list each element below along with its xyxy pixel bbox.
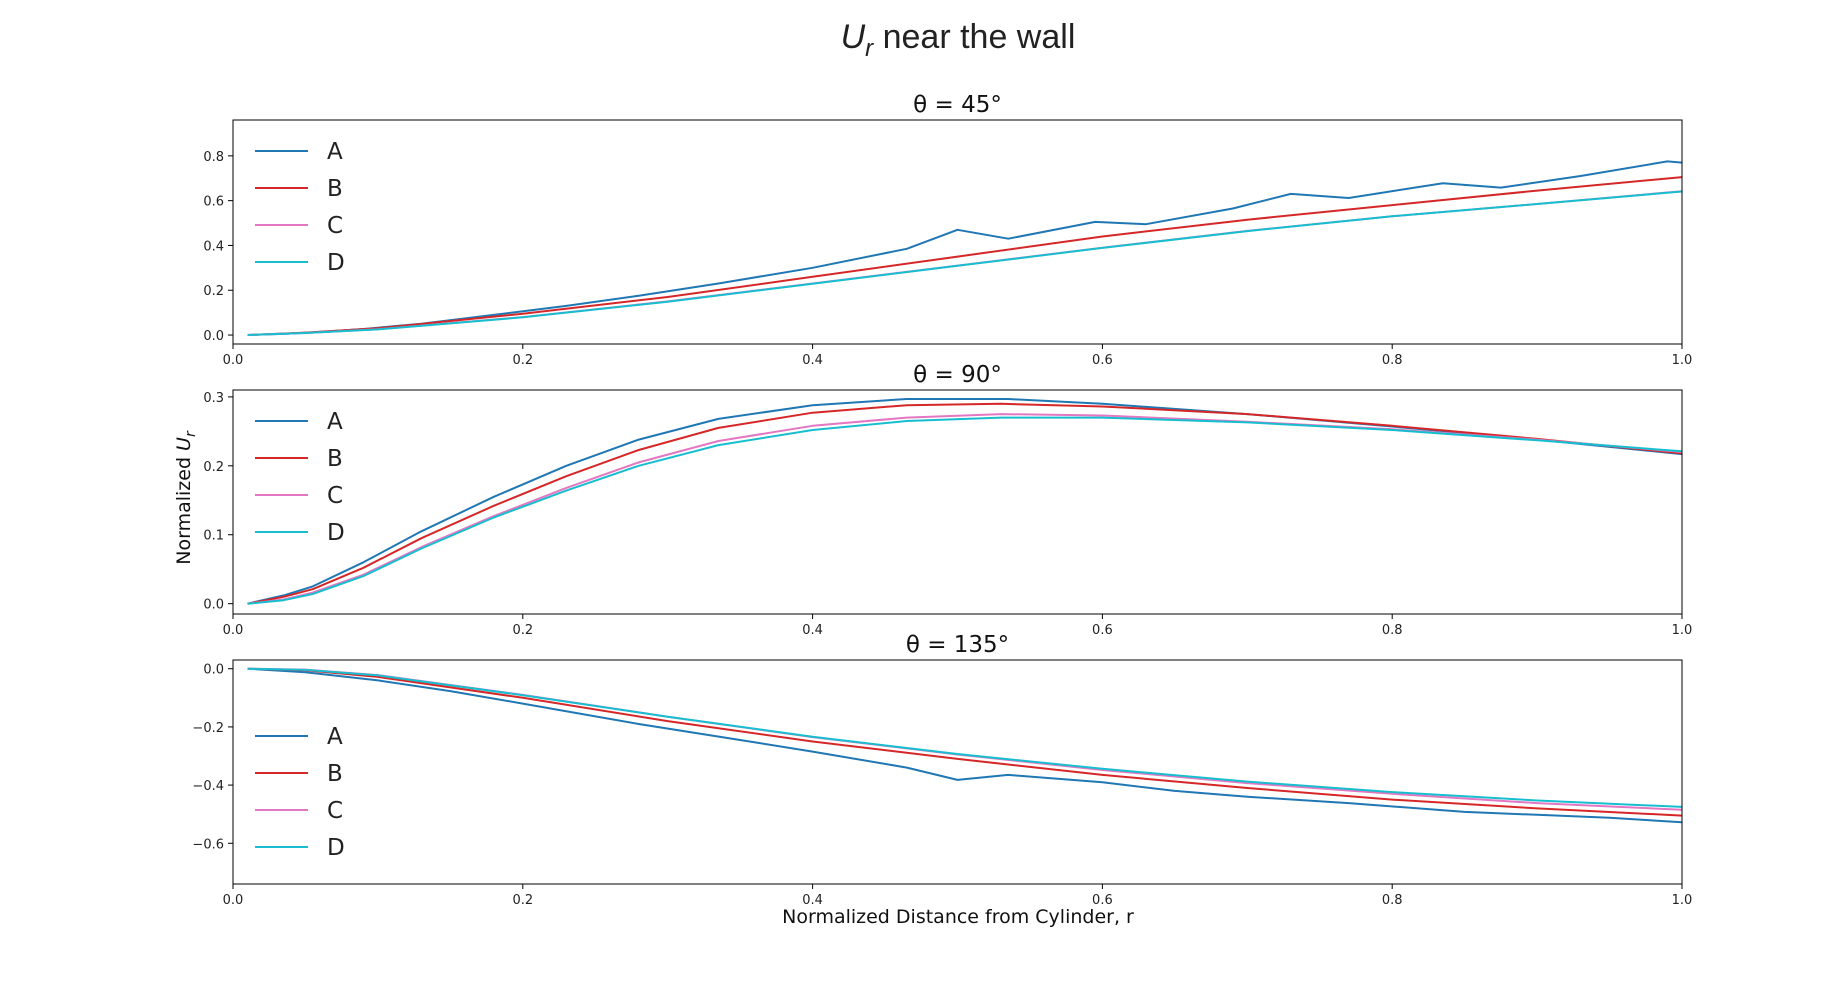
y-tick-label: −0.2 xyxy=(192,721,224,736)
legend-label-b: B xyxy=(327,446,343,472)
y-tick-label: 0.2 xyxy=(203,284,224,299)
y-axis-label-subscript: r xyxy=(183,430,199,437)
x-tick-label: 0.4 xyxy=(802,893,823,908)
x-tick-label: 0.6 xyxy=(1092,353,1113,368)
y-axis-label-text: Normalized xyxy=(173,451,195,565)
legend-label-c: C xyxy=(327,483,343,509)
y-tick-label: 0.0 xyxy=(203,329,224,344)
y-tick-label: 0.2 xyxy=(203,460,224,475)
x-tick-label: 0.2 xyxy=(512,353,533,368)
y-axis-label: Normalized Ur xyxy=(173,430,199,565)
x-tick-label: 1.0 xyxy=(1672,893,1693,908)
x-tick-label: 0.2 xyxy=(512,893,533,908)
panel-3-series-d xyxy=(247,667,1683,808)
panel-2-axes-frame xyxy=(232,389,1683,615)
x-tick-label: 0.4 xyxy=(802,353,823,368)
panel-1-series-d xyxy=(247,190,1683,336)
figure-title-symbol: U xyxy=(841,18,866,56)
y-tick-label: 0.0 xyxy=(203,663,224,678)
panels: θ = 45° 0.0 0.2 0.4 0.6 0.8 1.0 0.0 0.2 0.4 0.6 0.8… xyxy=(192,92,1692,908)
legend-label-d: D xyxy=(327,835,345,861)
panel-3: θ = 135° 0.0 0.2 0.4 0.6 0.8 1.0 0.0 −0.2 −0.4 −0.… xyxy=(192,632,1692,908)
y-tick-label: 0.3 xyxy=(203,391,224,406)
legend-label-a: A xyxy=(327,409,343,435)
panel-2-series-a xyxy=(247,398,1683,605)
y-tick-label: 0.4 xyxy=(203,239,224,254)
panel-1-series-a xyxy=(247,160,1683,336)
legend-label-a: A xyxy=(327,724,343,750)
panel-1: θ = 45° 0.0 0.2 0.4 0.6 0.8 1.0 0.0 0.2 0.4 0.6 0.8… xyxy=(203,92,1692,368)
x-tick-label: 0.8 xyxy=(1382,893,1403,908)
figure-title-subscript: r xyxy=(865,35,874,62)
x-tick-label: 0.2 xyxy=(512,623,533,638)
figure-title-rest: near the wall xyxy=(873,18,1075,56)
panel-1-series-b xyxy=(247,176,1683,336)
panel-2-series-b xyxy=(247,402,1683,605)
panel-3-series-a xyxy=(247,667,1683,824)
x-tick-label: 0.8 xyxy=(1382,353,1403,368)
x-axis-label: Normalized Distance from Cylinder, r xyxy=(782,906,1134,928)
panel-1-series-c xyxy=(247,190,1683,336)
panel-2-series-d xyxy=(247,416,1683,605)
x-tick-label: 0.0 xyxy=(223,353,244,368)
y-tick-label: 0.6 xyxy=(203,195,224,210)
y-tick-label: −0.6 xyxy=(192,837,224,852)
panel-3-title: θ = 135° xyxy=(906,632,1009,658)
panel-1-title: θ = 45° xyxy=(913,92,1002,118)
x-tick-label: 0.0 xyxy=(223,623,244,638)
y-tick-label: 0.0 xyxy=(203,598,224,613)
panel-3-series-b xyxy=(247,667,1683,817)
x-tick-label: 1.0 xyxy=(1672,353,1693,368)
legend-label-c: C xyxy=(327,798,343,824)
legend-label-d: D xyxy=(327,520,345,546)
panel-1-axes-frame xyxy=(232,119,1683,345)
panel-2-title: θ = 90° xyxy=(913,362,1002,388)
x-tick-label: 0.4 xyxy=(802,623,823,638)
legend-label-d: D xyxy=(327,250,345,276)
panel-2-series-c xyxy=(247,413,1683,605)
figure-title: Ur near the wall xyxy=(841,18,1076,62)
y-tick-label: 0.8 xyxy=(203,150,224,165)
panel-3-axes-frame xyxy=(232,659,1683,885)
panel-2: θ = 90° 0.0 0.2 0.4 0.6 0.8 1.0 0.0 0.1 0.2 0.3 ABC… xyxy=(203,362,1692,638)
x-tick-label: 0.0 xyxy=(223,893,244,908)
x-tick-label: 0.6 xyxy=(1092,623,1113,638)
y-tick-label: 0.1 xyxy=(203,529,224,544)
x-tick-label: 0.8 xyxy=(1382,623,1403,638)
x-tick-label: 0.6 xyxy=(1092,893,1113,908)
x-tick-label: 1.0 xyxy=(1672,623,1693,638)
legend-label-c: C xyxy=(327,213,343,239)
y-axis-label-symbol: U xyxy=(173,437,195,451)
legend-label-b: B xyxy=(327,761,343,787)
y-tick-label: −0.4 xyxy=(192,779,224,794)
legend-label-b: B xyxy=(327,176,343,202)
legend-label-a: A xyxy=(327,139,343,165)
